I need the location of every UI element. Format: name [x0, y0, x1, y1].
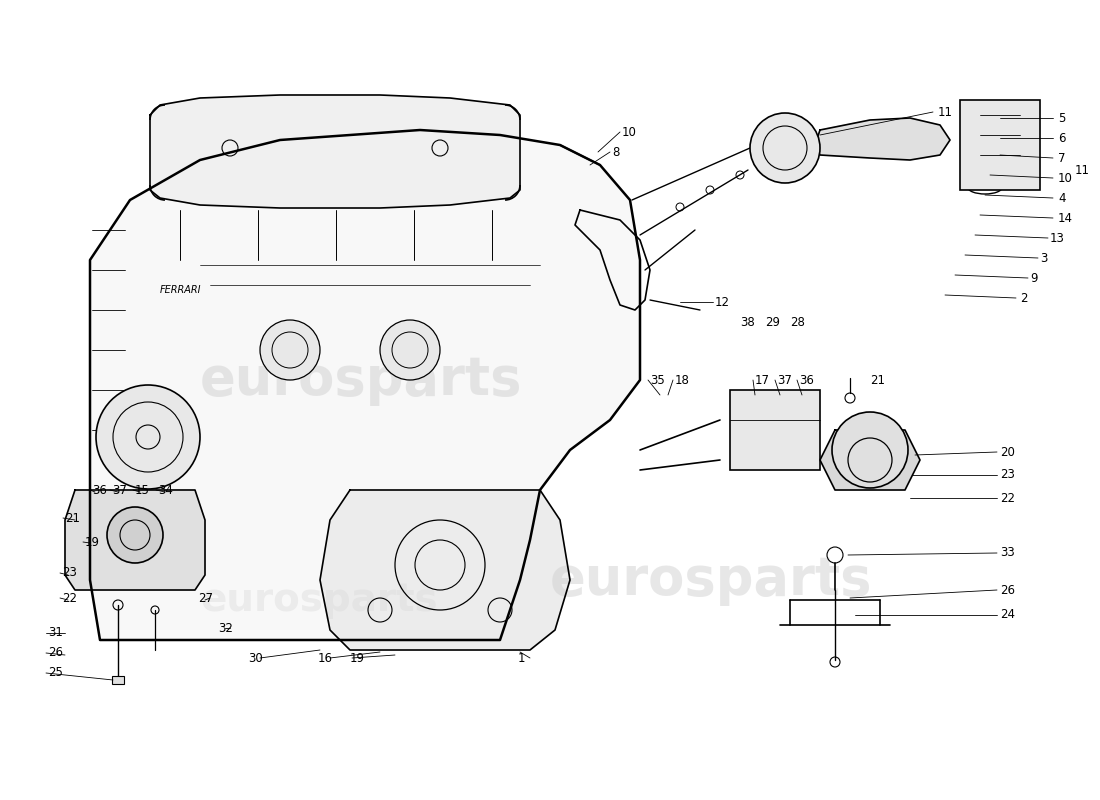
Text: 21: 21 — [65, 511, 80, 525]
Text: 1: 1 — [518, 651, 526, 665]
Text: 19: 19 — [350, 651, 365, 665]
Text: 26: 26 — [48, 646, 63, 659]
Text: 18: 18 — [675, 374, 690, 386]
Text: 36: 36 — [799, 374, 814, 386]
Text: 14: 14 — [1058, 211, 1072, 225]
Text: 5: 5 — [1058, 111, 1066, 125]
Text: 19: 19 — [85, 535, 100, 549]
Circle shape — [260, 320, 320, 380]
Text: 21: 21 — [870, 374, 886, 386]
Text: 38: 38 — [740, 315, 755, 329]
Text: 28: 28 — [790, 315, 805, 329]
Bar — [960, 100, 1040, 190]
Circle shape — [96, 385, 200, 489]
Text: 37: 37 — [777, 374, 792, 386]
Polygon shape — [65, 490, 205, 590]
Text: 36: 36 — [92, 483, 107, 497]
Text: 31: 31 — [48, 626, 63, 639]
Text: eurosparts: eurosparts — [200, 581, 438, 619]
Text: 27: 27 — [198, 591, 213, 605]
Bar — [730, 390, 820, 470]
Text: 24: 24 — [1000, 609, 1015, 622]
Text: 22: 22 — [1000, 491, 1015, 505]
Text: 12: 12 — [715, 295, 730, 309]
Text: 32: 32 — [218, 622, 233, 634]
Text: 35: 35 — [650, 374, 664, 386]
Polygon shape — [820, 430, 920, 490]
Circle shape — [750, 113, 820, 183]
Circle shape — [379, 320, 440, 380]
Text: 8: 8 — [612, 146, 619, 158]
Text: 33: 33 — [1000, 546, 1014, 559]
Text: 13: 13 — [1050, 231, 1065, 245]
Text: 26: 26 — [1000, 583, 1015, 597]
Text: 17: 17 — [755, 374, 770, 386]
Text: 23: 23 — [1000, 469, 1015, 482]
Text: 29: 29 — [764, 315, 780, 329]
Text: 23: 23 — [62, 566, 77, 579]
Text: FERRARI: FERRARI — [160, 285, 201, 295]
Circle shape — [107, 507, 163, 563]
Text: 37: 37 — [112, 483, 126, 497]
Text: 20: 20 — [1000, 446, 1015, 458]
Circle shape — [832, 412, 908, 488]
Text: 10: 10 — [1058, 171, 1072, 185]
Polygon shape — [150, 95, 520, 208]
Text: 30: 30 — [248, 651, 263, 665]
Text: 3: 3 — [1040, 251, 1047, 265]
Bar — [112, 676, 124, 684]
Text: eurosparts: eurosparts — [200, 354, 522, 406]
Text: 34: 34 — [158, 483, 173, 497]
Text: 2: 2 — [1020, 291, 1027, 305]
Text: 9: 9 — [1030, 271, 1037, 285]
Text: 6: 6 — [1058, 131, 1066, 145]
Text: 11: 11 — [938, 106, 953, 118]
Text: eurosparts: eurosparts — [550, 554, 872, 606]
Text: 7: 7 — [1058, 151, 1066, 165]
Text: 16: 16 — [318, 651, 333, 665]
Polygon shape — [90, 130, 640, 640]
Polygon shape — [320, 490, 570, 650]
Text: 11: 11 — [1075, 163, 1090, 177]
Text: 25: 25 — [48, 666, 63, 679]
Polygon shape — [815, 118, 950, 160]
Text: 10: 10 — [621, 126, 637, 138]
Text: 4: 4 — [1058, 191, 1066, 205]
Text: 15: 15 — [135, 483, 150, 497]
Text: 22: 22 — [62, 591, 77, 605]
